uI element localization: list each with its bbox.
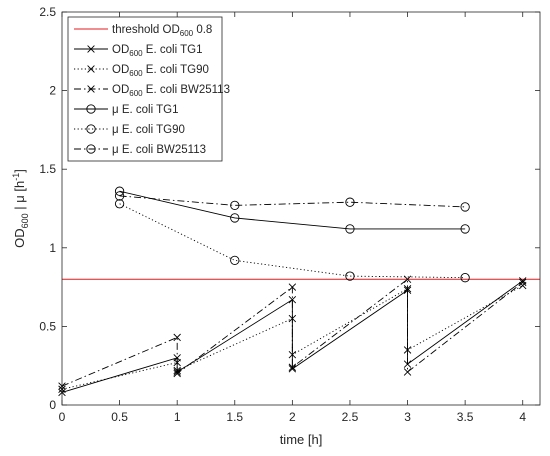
- legend-label: threshold OD600 0.8: [112, 24, 212, 38]
- data-point: [460, 273, 470, 283]
- data-point: [288, 283, 297, 291]
- legend-item: μ E. coli BW25113: [74, 144, 206, 156]
- data-point: [403, 368, 412, 376]
- data-point: [230, 213, 240, 223]
- data-point: [519, 278, 527, 287]
- x-tick-label: 2: [289, 410, 296, 424]
- data-point: [230, 255, 240, 266]
- legend-label: μ E. coli BW25113: [112, 144, 206, 156]
- legend-marker: [87, 85, 95, 93]
- y-axis-label-part: | μ [h: [12, 181, 27, 214]
- legend-label: μ E. coli TG90: [112, 124, 185, 136]
- data-point: [345, 271, 355, 281]
- y-tick-label: 0.5: [39, 319, 56, 333]
- legend-item: threshold OD600 0.8: [74, 24, 212, 38]
- legend-marker: [86, 104, 96, 114]
- x-tick-label: 1.5: [226, 410, 243, 424]
- y-axis-label-part: ]: [12, 169, 27, 173]
- data-point: [173, 369, 181, 378]
- legend-label: OD600 E. coli TG1: [112, 44, 202, 58]
- data-point: [288, 295, 297, 304]
- data-point: [173, 333, 181, 342]
- data-point: [288, 365, 297, 373]
- x-tick-label: 3: [404, 410, 411, 424]
- legend-marker: [86, 124, 96, 134]
- legend-marker: [87, 65, 95, 73]
- data-point: [519, 281, 527, 290]
- x-tick-label: 3.5: [457, 410, 474, 424]
- x-axis: 0 0.5 1 1.5 2 2.5 3 3.5 4: [59, 12, 526, 424]
- legend-item: OD600 E. coli BW25113: [74, 84, 230, 98]
- legend-item: OD600 E. coli TG1: [74, 44, 202, 58]
- y-axis: 0 0.5 1 1.5 2 2.5: [39, 5, 540, 412]
- data-point: [288, 363, 297, 371]
- legend-label: OD600 E. coli TG90: [112, 64, 209, 78]
- series-4: [114, 199, 470, 283]
- series-line: [61, 278, 523, 387]
- y-tick-label: 1: [49, 241, 56, 255]
- x-tick-label: 2.5: [342, 410, 359, 424]
- data-point: [345, 224, 355, 234]
- data-point: [460, 202, 470, 212]
- y-axis-label-part: 600: [20, 213, 30, 228]
- series-3: [114, 186, 470, 234]
- legend: threshold OD600 0.8 OD600 E. coli TG1 OD60…: [67, 16, 230, 162]
- y-axis-label-part: -1: [11, 173, 21, 181]
- y-tick-label: 0: [49, 398, 56, 412]
- data-point: [114, 199, 125, 209]
- y-axis-label-part: OD: [12, 228, 27, 248]
- legend-item: μ E. coli TG90: [74, 124, 185, 136]
- legend-marker: [86, 144, 96, 154]
- series-5: [114, 191, 470, 212]
- data-point: [114, 191, 125, 201]
- legend-label: OD600 E. coli BW25113: [112, 84, 230, 98]
- legend-item: OD600 E. coli TG90: [74, 64, 209, 78]
- y-tick-label: 2.5: [39, 5, 56, 19]
- x-tick-label: 0: [59, 410, 66, 424]
- plot-frame: [61, 11, 541, 406]
- x-tick-label: 4: [519, 410, 526, 424]
- y-axis-label: OD600 | μ [h-1]: [11, 169, 30, 248]
- y-tick-label: 2: [49, 84, 56, 98]
- series-line: [119, 190, 466, 230]
- data-point: [460, 224, 470, 234]
- data-point: [173, 366, 181, 375]
- data-point: [345, 197, 355, 207]
- x-tick-label: 1: [174, 410, 181, 424]
- x-axis-label: time [h]: [280, 432, 323, 447]
- legend-item: μ E. coli TG1: [74, 104, 179, 116]
- x-tick-label: 0.5: [111, 410, 128, 424]
- y-tick-label: 1.5: [39, 162, 56, 176]
- data-point: [230, 200, 240, 211]
- data-point: [114, 186, 125, 196]
- legend-label: μ E. coli TG1: [112, 104, 179, 116]
- legend-marker: [87, 45, 95, 53]
